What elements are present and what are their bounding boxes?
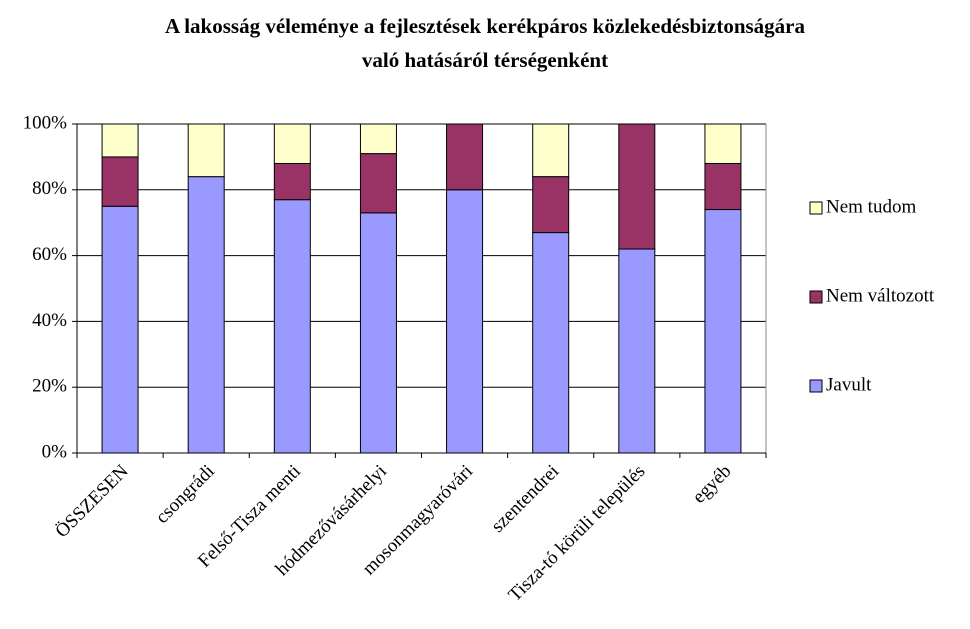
bar-segment bbox=[101, 156, 139, 207]
legend-label: Nem tudom bbox=[826, 196, 916, 217]
x-tick-label: ÖSSZESEN bbox=[51, 461, 132, 542]
bar-segment bbox=[704, 209, 742, 454]
bar-segment bbox=[532, 176, 570, 234]
bar-segment bbox=[618, 248, 656, 454]
bar-segment bbox=[704, 162, 742, 211]
legend-swatch bbox=[809, 379, 823, 393]
bar-segment bbox=[446, 189, 484, 454]
y-tick-label: 60% bbox=[32, 244, 67, 265]
bar-segment bbox=[532, 232, 570, 454]
bar-segment bbox=[359, 123, 397, 155]
bar-segment bbox=[101, 205, 139, 454]
bar-segment bbox=[101, 123, 139, 158]
chart-subtitle: való hatásáról térségenként bbox=[362, 48, 608, 72]
y-tick-label: 0% bbox=[42, 441, 68, 462]
bar-segment bbox=[532, 123, 570, 178]
bar-segment bbox=[359, 212, 397, 454]
chart-title: A lakosság véleménye a fejlesztések keré… bbox=[165, 14, 806, 38]
y-tick-label: 20% bbox=[32, 376, 67, 397]
y-tick-label: 80% bbox=[32, 178, 67, 199]
legend-label: Javult bbox=[826, 374, 872, 395]
bar-segment bbox=[446, 123, 484, 191]
bar-segment bbox=[187, 123, 225, 178]
legend-label: Nem változott bbox=[826, 285, 935, 306]
bar-segment bbox=[618, 123, 656, 250]
x-tick-label: szentendrei bbox=[487, 461, 563, 537]
x-tick-label: csongrádi bbox=[152, 461, 219, 528]
bar-segment bbox=[273, 199, 311, 454]
bar-segment bbox=[187, 176, 225, 454]
bar-segment bbox=[273, 162, 311, 201]
bar-segment bbox=[359, 153, 397, 214]
legend-swatch bbox=[809, 290, 823, 304]
bar-segment bbox=[273, 123, 311, 164]
legend-swatch bbox=[809, 201, 823, 215]
y-tick-label: 100% bbox=[23, 112, 68, 133]
x-tick-label: egyéb bbox=[689, 461, 736, 508]
bar-segment bbox=[704, 123, 742, 164]
y-tick-label: 40% bbox=[32, 310, 67, 331]
